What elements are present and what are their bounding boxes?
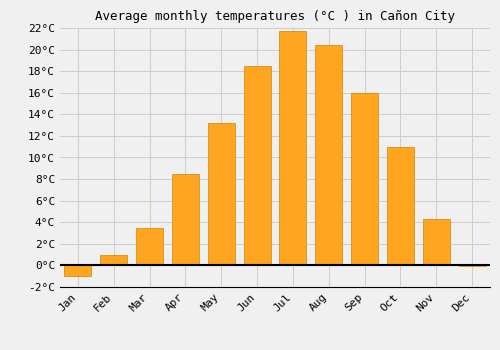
Bar <box>458 265 485 266</box>
Title: Average monthly temperatures (°C ) in Cañon City: Average monthly temperatures (°C ) in Ca… <box>95 10 455 23</box>
Bar <box>351 93 378 265</box>
Bar <box>316 45 342 265</box>
Bar <box>244 66 270 265</box>
Bar <box>208 123 234 265</box>
Bar <box>100 255 127 265</box>
Bar <box>136 228 163 265</box>
Bar <box>387 147 414 265</box>
Bar <box>280 31 306 265</box>
Bar <box>423 219 450 265</box>
Bar <box>64 265 92 276</box>
Bar <box>172 174 199 265</box>
